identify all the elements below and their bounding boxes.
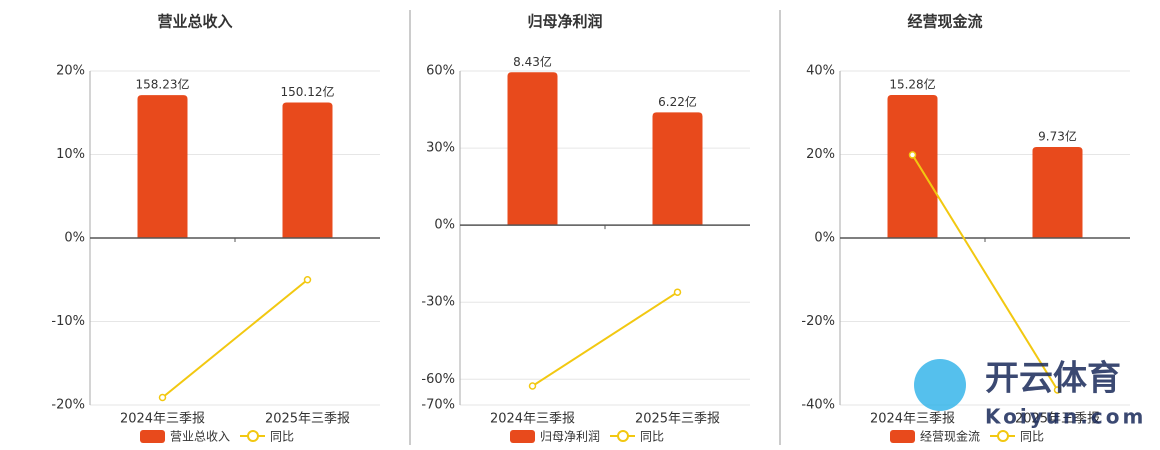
bar — [1032, 146, 1083, 238]
y-tick-label: -70% — [421, 398, 455, 413]
watermark: Koiyun.com — [985, 405, 1146, 429]
y-tick-label: -30% — [421, 295, 455, 310]
point — [303, 276, 312, 284]
y-tick-label: 40% — [806, 64, 835, 79]
data-label: 150.12亿 — [281, 84, 335, 99]
data-label: 6.22亿 — [658, 94, 697, 109]
chart-title: 营业总收入 — [157, 13, 232, 31]
point — [673, 288, 682, 296]
legend-label: 同比 — [270, 430, 294, 444]
chart-title: 经营现金流 — [907, 13, 982, 31]
legend-swatch — [247, 430, 259, 442]
y-tick-label: -40% — [801, 398, 835, 413]
legend-swatch — [510, 430, 535, 443]
legend-label: 营业总收入 — [170, 430, 230, 444]
y-tick-label: 20% — [806, 147, 835, 162]
line — [911, 154, 1059, 391]
watermark: 开云体育 — [985, 359, 1121, 399]
watermark-logo — [914, 359, 966, 411]
bar — [887, 95, 938, 239]
bar — [282, 102, 333, 238]
bar — [652, 112, 703, 226]
chart-title: 归母净利润 — [527, 13, 602, 31]
bar — [507, 72, 558, 226]
y-tick-label: 30% — [426, 141, 455, 156]
y-tick-label: 0% — [434, 218, 455, 233]
point — [158, 393, 167, 402]
legend-swatch — [997, 430, 1009, 442]
legend-swatch — [617, 430, 629, 442]
y-tick-label: -20% — [801, 314, 835, 329]
y-tick-label: -20% — [51, 398, 85, 413]
point — [908, 151, 917, 159]
y-tick-label: 60% — [426, 64, 455, 79]
y-tick-label: 20% — [56, 64, 85, 79]
x-tick-label: 2025年三季报 — [635, 412, 720, 427]
y-tick-label: -10% — [51, 314, 85, 329]
point — [528, 382, 537, 390]
x-tick-label: 2024年三季报 — [490, 412, 575, 427]
y-tick-label: 0% — [64, 231, 85, 246]
y-tick-label: -60% — [421, 372, 455, 387]
legend-swatch — [890, 430, 915, 443]
point — [1053, 386, 1062, 394]
legend-swatch — [140, 430, 165, 443]
data-label: 8.43亿 — [513, 54, 552, 69]
legend-label: 同比 — [640, 430, 664, 444]
legend-label: 同比 — [1020, 430, 1044, 444]
x-tick-label: 2024年三季报 — [120, 412, 205, 427]
line — [161, 278, 309, 399]
x-tick-label: 2025年三季报 — [265, 412, 350, 427]
data-label: 158.23亿 — [136, 77, 190, 92]
data-label: 9.73亿 — [1038, 128, 1077, 143]
y-tick-label: 10% — [56, 147, 85, 162]
legend-label: 归母净利润 — [540, 430, 600, 444]
x-tick-label: 2025年三季报 — [1015, 412, 1100, 427]
data-label: 15.28亿 — [889, 77, 935, 92]
y-tick-label: 0% — [814, 231, 835, 246]
bar — [137, 95, 188, 239]
x-tick-label: 2024年三季报 — [870, 412, 955, 427]
line — [531, 291, 679, 387]
legend-label: 经营现金流 — [920, 429, 980, 444]
